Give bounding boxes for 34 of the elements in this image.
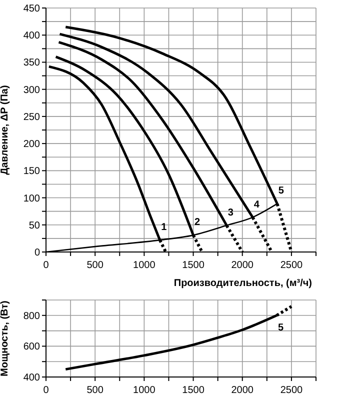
y-tick-label: 50 — [28, 220, 40, 232]
y-tick-label: 450 — [23, 4, 40, 14]
annotation: 5 — [278, 186, 284, 197]
annotation: 4 — [254, 199, 260, 210]
annotation: 1 — [161, 222, 168, 234]
x-tick-label: 0 — [43, 260, 50, 271]
y-tick-label: 150 — [23, 166, 40, 178]
x-tick-label: 1500 — [182, 385, 205, 396]
x-tick-label: 500 — [86, 260, 104, 271]
x-tick-label: 1500 — [182, 260, 205, 271]
y-tick-label: 350 — [23, 58, 40, 69]
y-axis-title: Давление, ΔP (Па) — [0, 85, 11, 175]
x-tick-label: 1000 — [133, 385, 156, 396]
x-axis-title: Производительность, (м³/ч) — [174, 278, 312, 289]
y-tick-label: 250 — [23, 112, 40, 123]
annotation: 5 — [278, 322, 284, 334]
annotation: 2 — [194, 217, 200, 228]
x-tick-label: 2000 — [231, 385, 254, 396]
y-tick-label: 800 — [23, 310, 40, 322]
x-tick-label: 2500 — [280, 260, 304, 271]
y-axis-title: Мощность, (Вт) — [0, 300, 11, 376]
y-tick-label: 600 — [23, 342, 40, 353]
x-tick-label: 500 — [86, 385, 104, 396]
x-tick-label: 2000 — [231, 260, 254, 271]
annotation: 3 — [228, 207, 234, 218]
x-tick-label: 0 — [43, 385, 50, 396]
y-tick-label: 200 — [23, 139, 40, 150]
y-tick-label: 400 — [23, 372, 40, 384]
y-tick-label: 400 — [23, 30, 40, 42]
y-tick-label: 300 — [23, 84, 40, 96]
x-tick-label: 2500 — [280, 385, 304, 396]
y-tick-label: 100 — [23, 193, 40, 204]
x-tick-label: 1000 — [133, 260, 156, 271]
y-tick-label: 0 — [34, 248, 40, 258]
